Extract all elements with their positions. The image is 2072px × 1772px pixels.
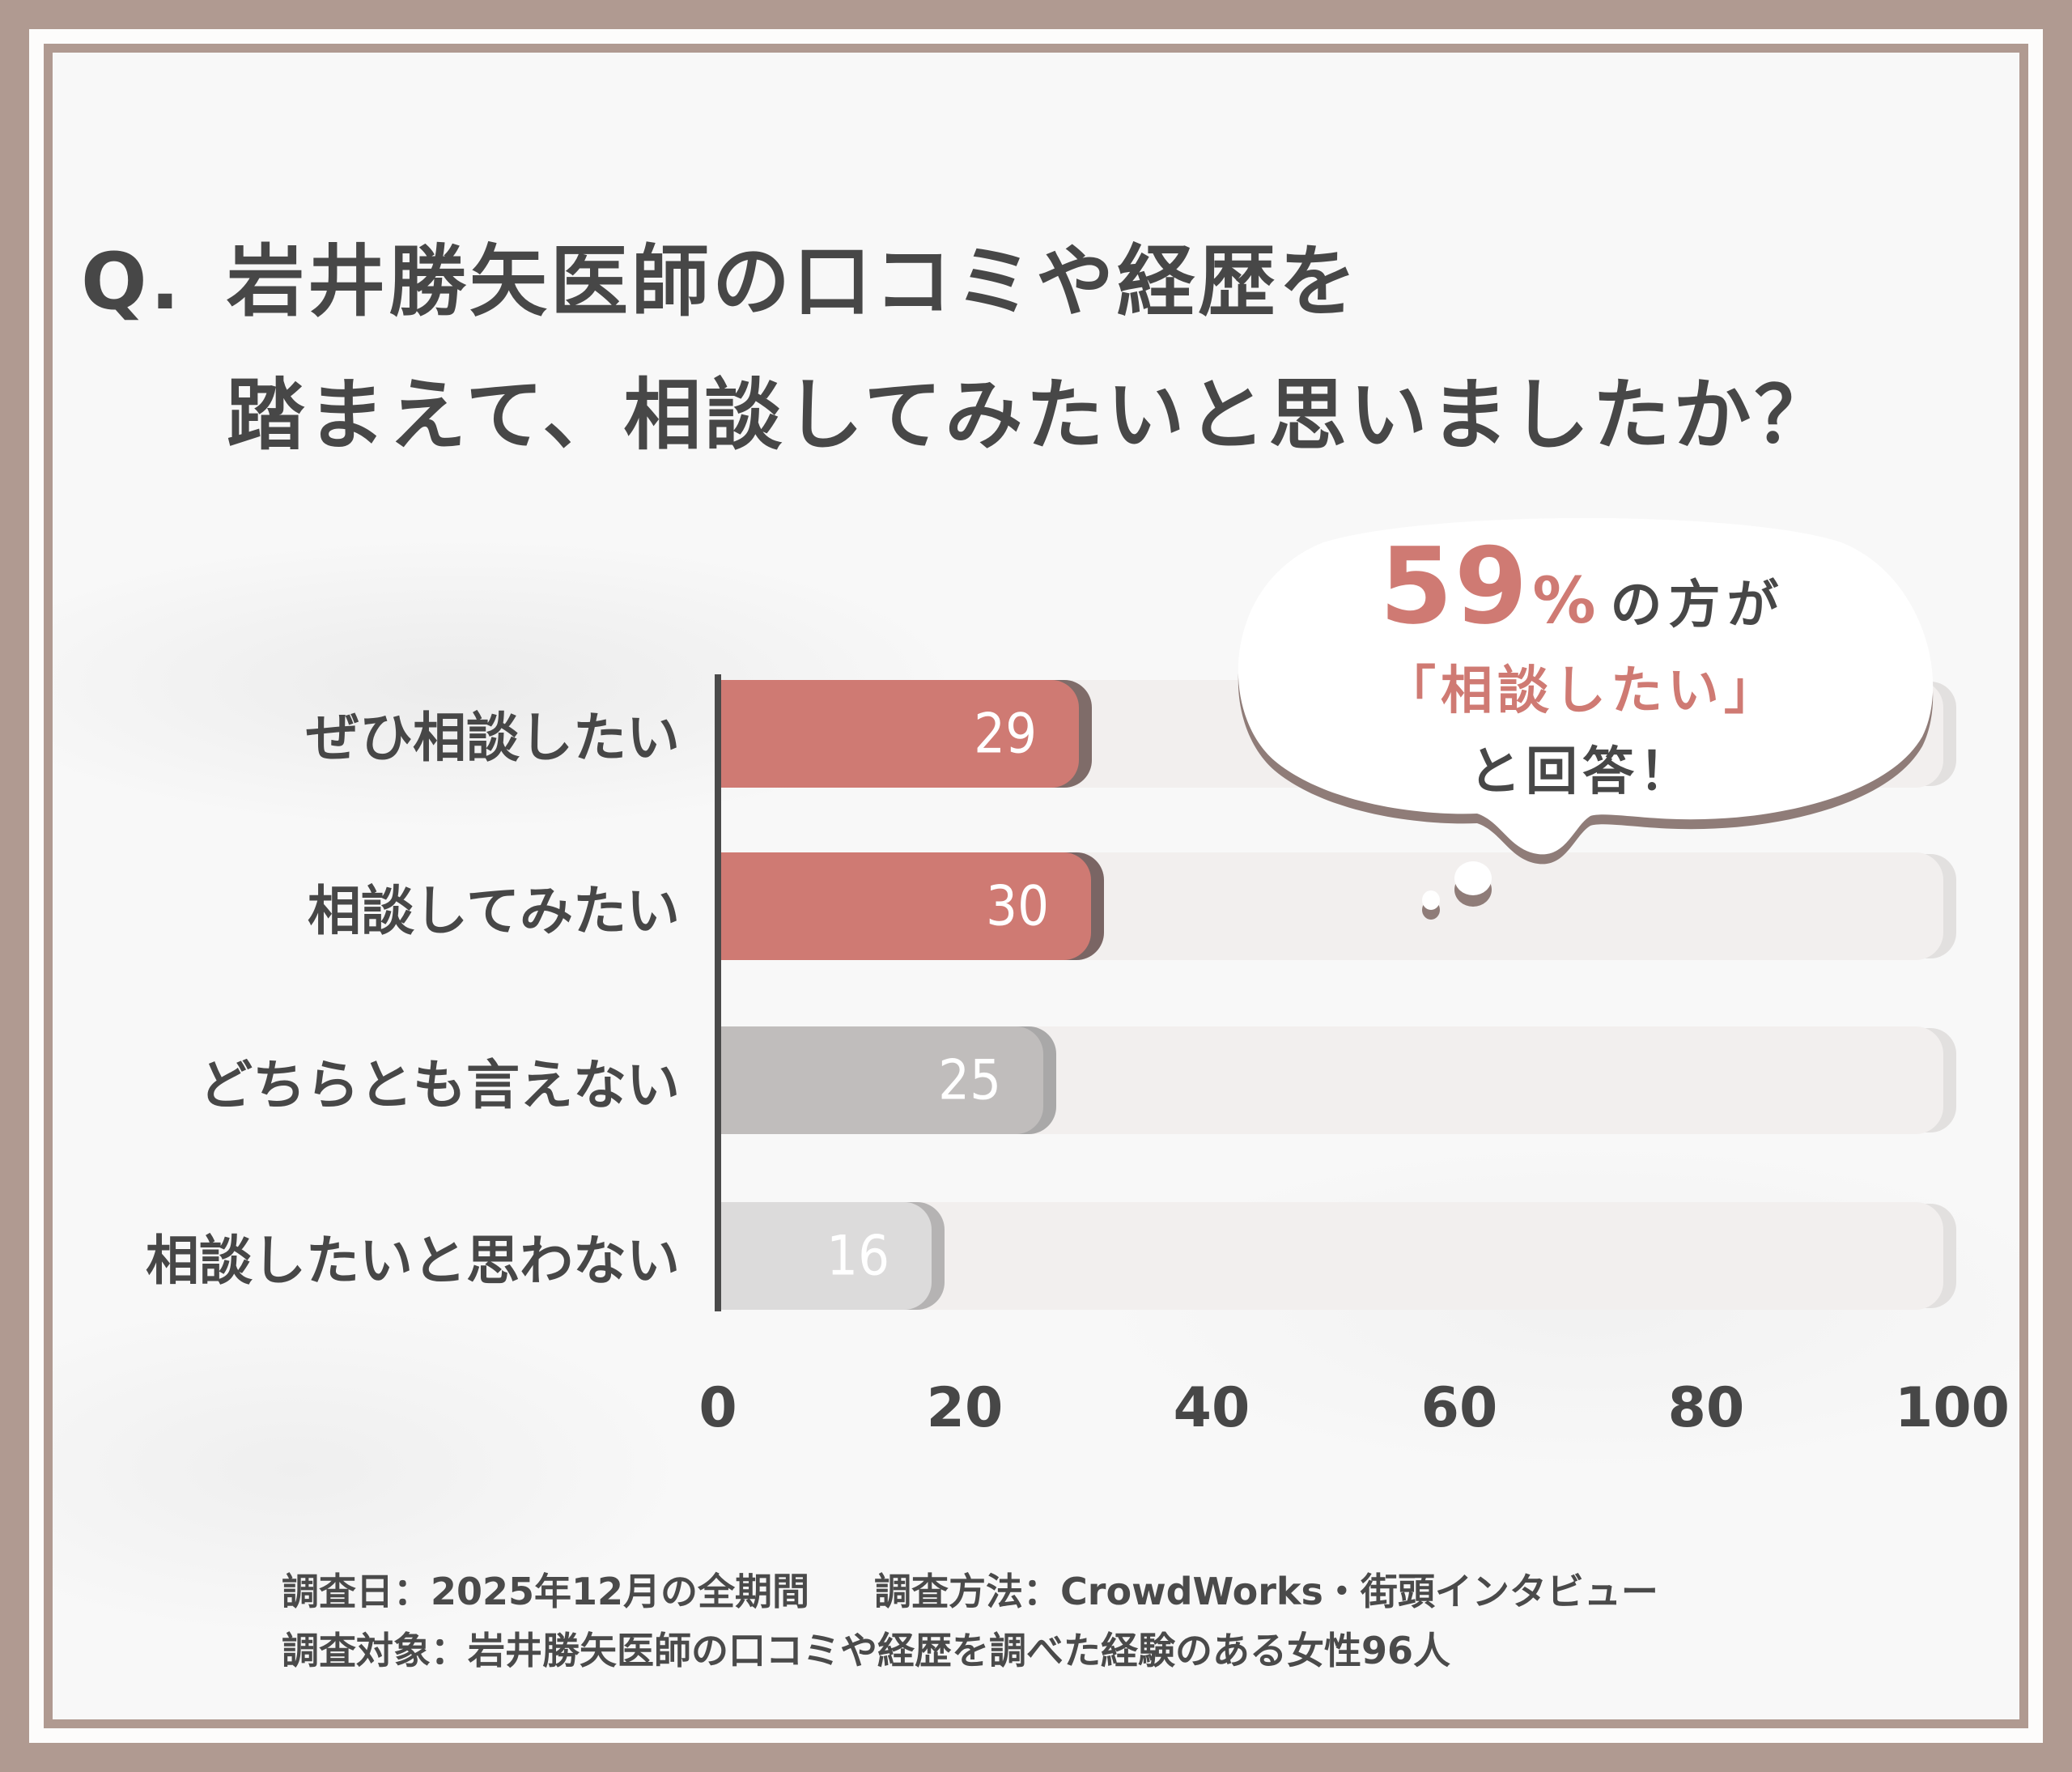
speech-bubble-shape [1238,518,1934,865]
thought-dot-small [1422,890,1440,910]
callout-closing: と回答！ [1469,742,1696,802]
survey-date: 調査日：2025年12月の全期間 [282,1570,810,1613]
survey-info-line-1: 調査日：2025年12月の全期間 調査方法：CrowdWorks・街頭インタビュー [282,1562,1658,1616]
callout-quote: 「相談したい」 [1384,661,1781,721]
question-prefix: Q. [81,236,184,327]
x-tick-label: 40 [1173,1376,1250,1440]
bar-value: 16 [826,1224,890,1288]
category-label: 相談したいと思わない [146,1230,680,1292]
callout-percent-sign: % [1532,565,1596,638]
bar-soudan-shitemitai: 30 [721,852,1091,960]
category-label: 相談してみたい [307,880,680,942]
callout-after-percent: の方が [1610,576,1785,635]
x-tick-label: 0 [698,1376,737,1440]
x-tick-label: 20 [926,1376,1004,1440]
x-tick-label: 100 [1895,1376,2010,1440]
y-axis-line [715,674,721,1311]
bar-value: 30 [986,874,1049,938]
callout-headline: 59% の方が [1226,525,1938,648]
category-label: どちらとも言えない [199,1054,680,1116]
question-line-2: 踏まえて、相談してみたいと思いましたか？ [227,370,1836,461]
callout-percent: 59 [1379,525,1530,648]
question-line-1: 岩井勝矢医師の口コミや経歴を [227,236,1360,327]
bar-omowanai: 16 [721,1202,932,1310]
x-tick-label: 80 [1667,1376,1745,1440]
bar-dochira-tomo: 25 [721,1026,1043,1134]
survey-target: 調査対象：岩井勝矢医師の口コミや経歴を調べた経験のある女性96人 [282,1629,1451,1672]
bar-zehi-soudan: 29 [721,680,1079,788]
bar-value: 25 [938,1048,1001,1112]
thought-dot-large [1454,861,1492,895]
survey-method: 調査方法：CrowdWorks・街頭インタビュー [874,1570,1658,1613]
bar-value: 29 [974,702,1037,766]
callout-bubble: 59% の方が 「相談したい」 と回答！ [1226,518,1938,865]
x-tick-label: 60 [1420,1376,1498,1440]
category-label: ぜひ相談したい [306,707,680,769]
